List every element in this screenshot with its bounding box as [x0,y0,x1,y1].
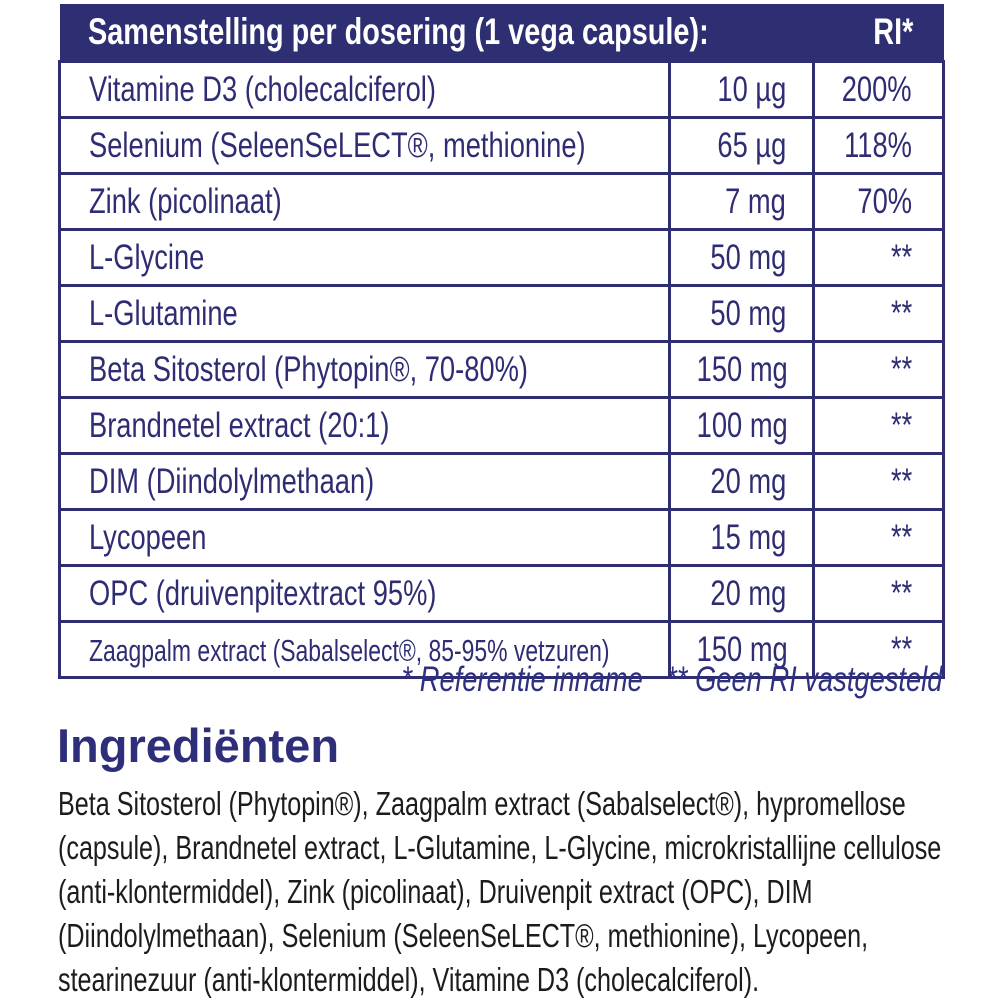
ingredient-amount: 10 µg [717,69,786,109]
table-header-row: Samenstelling per dosering (1 vega capsu… [59,4,944,62]
ingredient-amount: 20 mg [710,461,786,501]
ingredient-ri: ** [890,573,912,613]
table-footnote: * Referentie inname ** Geen RI vastgestel… [58,660,942,700]
ingredient-ri: ** [890,629,912,669]
ingredient-ri: 70% [857,181,912,221]
table-row: Lycopeen 15 mg ** [58,508,945,567]
ingredient-ri: ** [890,349,912,389]
ingredient-amount: 150 mg [696,629,788,669]
ingredient-ri: 118% [844,125,912,165]
reference-intake-note: * Referentie inname [401,660,643,699]
composition-table: Samenstelling per dosering (1 vega capsu… [58,4,945,679]
ingredient-name: Zaagpalm extract (Sabalselect®, 85-95% v… [89,632,610,668]
ingredient-amount: 50 mg [710,293,786,333]
table-title-text: Samenstelling per dosering (1 vega capsu… [87,11,709,52]
no-ri-note: ** Geen RI vastgesteld [665,660,942,699]
table-row: Brandnetel extract (20:1) 100 mg ** [58,396,945,455]
ingredient-amount: 7 mg [725,181,786,221]
table-row: Beta Sitosterol (Phytopin®, 70-80%) 150 … [58,340,945,399]
table-row: DIM (Diindolylmethaan) 20 mg ** [58,452,945,511]
ingredient-name: Vitamine D3 (cholecalciferol) [89,69,436,109]
ri-column-header: RI* [813,4,944,62]
table-row: OPC (druivenpitextract 95%) 20 mg ** [58,564,945,623]
table-row: Vitamine D3 (cholecalciferol) 10 µg 200% [58,60,945,119]
table-row: Zaagpalm extract (Sabalselect®, 85-95% v… [58,620,945,679]
table-row: Selenium (SeleenSeLECT®, methionine) 65 … [58,116,945,175]
ingredient-name: Brandnetel extract (20:1) [89,405,390,445]
ingredients-paragraph: Beta Sitosterol (Phytopin®), Zaagpalm ex… [58,785,942,998]
ri-column-header-text: RI* [873,11,914,52]
ingredient-name: Selenium (SeleenSeLECT®, methionine) [89,125,586,165]
footnote-text: * Referentie inname ** Geen RI vastgestel… [401,660,942,700]
ingredient-name: L-Glutamine [89,293,238,333]
ingredient-amount: 150 mg [696,349,788,389]
ingredient-name: Zink (picolinaat) [89,181,282,221]
table-title: Samenstelling per dosering (1 vega capsu… [59,4,814,62]
ingredient-name: Lycopeen [89,517,207,557]
ingredient-ri: ** [890,237,912,277]
ingredient-ri: ** [890,461,912,501]
ingredient-ri: ** [890,517,912,557]
ingredient-ri: 200% [842,69,912,109]
ingredient-name: L-Glycine [89,237,205,277]
table-row: Zink (picolinaat) 7 mg 70% [58,172,945,231]
ingredient-name: OPC (druivenpitextract 95%) [89,573,437,613]
ingredient-ri: ** [890,405,912,445]
ingredient-name: Beta Sitosterol (Phytopin®, 70-80%) [89,349,528,389]
ingredient-amount: 65 µg [717,125,786,165]
ingredient-amount: 20 mg [710,573,786,613]
ingredient-amount: 100 mg [696,405,788,445]
ingredient-ri: ** [890,293,912,333]
ingredients-heading: Ingrediënten [57,719,340,772]
ingredient-name: DIM (Diindolylmethaan) [89,461,375,501]
ingredient-amount: 15 mg [710,517,786,557]
ingredient-amount: 50 mg [710,237,786,277]
table-row: L-Glycine 50 mg ** [58,228,945,287]
table-row: L-Glutamine 50 mg ** [58,284,945,343]
